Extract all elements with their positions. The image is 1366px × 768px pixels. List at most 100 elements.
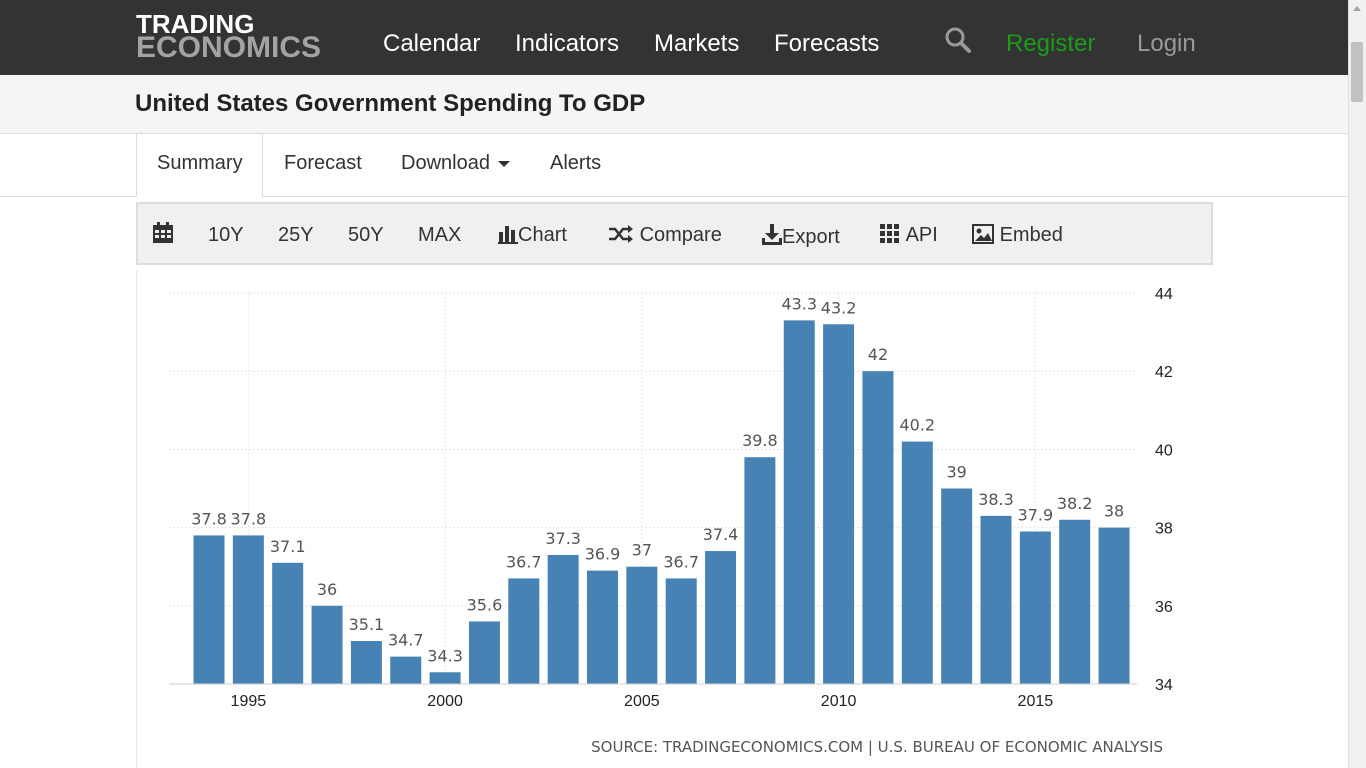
search-icon[interactable] (944, 26, 972, 54)
data-label: 37 (632, 541, 652, 560)
title-bar: United States Government Spending To GDP (0, 75, 1348, 134)
logo-line-1: TRADING (136, 9, 255, 39)
tab-summary[interactable]: Summary (157, 152, 243, 174)
export-button-label: Export (782, 226, 840, 248)
bar[interactable] (705, 551, 737, 684)
tab-forecast[interactable]: Forecast (284, 152, 362, 174)
bar[interactable] (744, 457, 776, 684)
logo[interactable]: TRADING ECONOMICS (136, 9, 322, 64)
bar[interactable] (941, 488, 973, 685)
calendar-icon[interactable] (152, 222, 174, 247)
bar[interactable] (980, 515, 1012, 684)
bar[interactable] (193, 535, 225, 684)
y-tick-label: 42 (1155, 364, 1173, 381)
chart-source: SOURCE: TRADINGECONOMICS.COM | U.S. BURE… (591, 738, 1163, 756)
bar[interactable] (429, 672, 461, 684)
x-tick-label: 2015 (1018, 693, 1054, 710)
data-label: 34.3 (427, 646, 463, 665)
scroll-up-arrow-icon[interactable] (1353, 6, 1361, 11)
bar[interactable] (232, 535, 264, 684)
bar[interactable] (862, 371, 894, 684)
chart-area: 34 36 38 40 42 44 1995 2000 2005 2010 2015 37.8 37.8… (136, 270, 1236, 768)
tab-alerts[interactable]: Alerts (550, 152, 602, 174)
shuffle-icon (609, 225, 633, 243)
bar[interactable] (547, 554, 579, 684)
data-label: 43.2 (821, 298, 857, 317)
embed-button[interactable]: Embed (972, 224, 1063, 247)
bar-chart-icon (498, 226, 518, 244)
image-icon (972, 224, 994, 244)
bar[interactable] (272, 562, 304, 684)
data-label: 38.2 (1057, 494, 1093, 513)
download-icon (762, 224, 782, 245)
chart-button[interactable]: Chart (498, 224, 567, 247)
y-tick-label: 38 (1155, 521, 1173, 538)
compare-button-label: Compare (639, 224, 722, 246)
data-label: 36.9 (585, 545, 621, 564)
data-label: 40.2 (899, 416, 935, 435)
x-tick-label: 2000 (427, 693, 463, 710)
logo-line-2: ECONOMICS (136, 31, 322, 64)
indicator-tabs: Summary Forecast Download Alerts (0, 134, 1348, 197)
bar[interactable] (1059, 519, 1091, 684)
data-label: 35.6 (467, 595, 503, 614)
api-button-label: API (905, 224, 938, 246)
government-spending-chart[interactable]: 34 36 38 40 42 44 1995 2000 2005 2010 2015 37.8 37.8… (137, 270, 1237, 768)
y-tick-label: 36 (1155, 599, 1173, 616)
top-navigation-bar: TRADING ECONOMICS Calendar Indicators Ma… (0, 0, 1348, 75)
range-max-button[interactable]: MAX (418, 224, 462, 246)
range-50y-button[interactable]: 50Y (348, 224, 384, 246)
range-25y-button[interactable]: 25Y (278, 224, 314, 246)
data-label: 36.7 (506, 552, 542, 571)
bar[interactable] (468, 621, 500, 684)
bar[interactable] (1019, 531, 1051, 684)
data-label: 43.3 (781, 294, 817, 313)
embed-button-label: Embed (999, 224, 1063, 246)
x-tick-label: 2005 (624, 693, 660, 710)
data-label: 39.8 (742, 431, 778, 450)
chevron-down-icon (497, 160, 510, 167)
data-label: 39 (946, 463, 966, 482)
x-tick-label: 1995 (231, 693, 267, 710)
bar[interactable] (508, 578, 540, 684)
api-button[interactable]: API (880, 224, 938, 247)
login-link[interactable]: Login (1137, 30, 1196, 57)
range-10y-button[interactable]: 10Y (208, 224, 244, 246)
chart-toolbar: 10Y 25Y 50Y MAX Chart Compare Export API… (136, 202, 1213, 265)
export-button[interactable]: Export (762, 224, 840, 249)
bar[interactable] (587, 570, 618, 684)
tab-download-label: Download (401, 152, 490, 174)
compare-button[interactable]: Compare (608, 224, 722, 247)
bar[interactable] (390, 656, 422, 684)
nav-forecasts[interactable]: Forecasts (774, 30, 880, 57)
bar[interactable] (783, 320, 815, 684)
nav-calendar[interactable]: Calendar (383, 30, 481, 57)
bar[interactable] (823, 324, 855, 684)
data-label: 36 (317, 580, 337, 599)
data-label: 37.1 (270, 537, 306, 556)
nav-markets[interactable]: Markets (654, 30, 740, 57)
data-label: 37.9 (1018, 506, 1054, 525)
data-label: 38 (1104, 502, 1124, 521)
data-label: 37.3 (545, 529, 581, 548)
data-label: 35.1 (349, 615, 385, 634)
chart-button-label: Chart (518, 224, 567, 246)
data-label: 37.4 (703, 525, 739, 544)
tab-download[interactable]: Download (401, 152, 510, 175)
scrollbar-thumb[interactable] (1351, 42, 1363, 102)
bar[interactable] (901, 441, 933, 684)
bar[interactable] (350, 640, 382, 684)
bar[interactable] (626, 566, 658, 684)
bar[interactable] (665, 578, 697, 684)
bar[interactable] (311, 605, 343, 684)
data-label: 37.8 (191, 509, 227, 528)
grid-icon (880, 224, 899, 243)
tab-summary-frame (136, 134, 263, 197)
data-label: 34.7 (388, 631, 424, 650)
nav-indicators[interactable]: Indicators (515, 30, 620, 57)
register-link[interactable]: Register (1006, 30, 1096, 57)
bar[interactable] (1098, 527, 1130, 684)
y-tick-label: 40 (1155, 442, 1173, 459)
data-label: 42 (868, 345, 888, 364)
page-scrollbar[interactable] (1348, 0, 1366, 768)
